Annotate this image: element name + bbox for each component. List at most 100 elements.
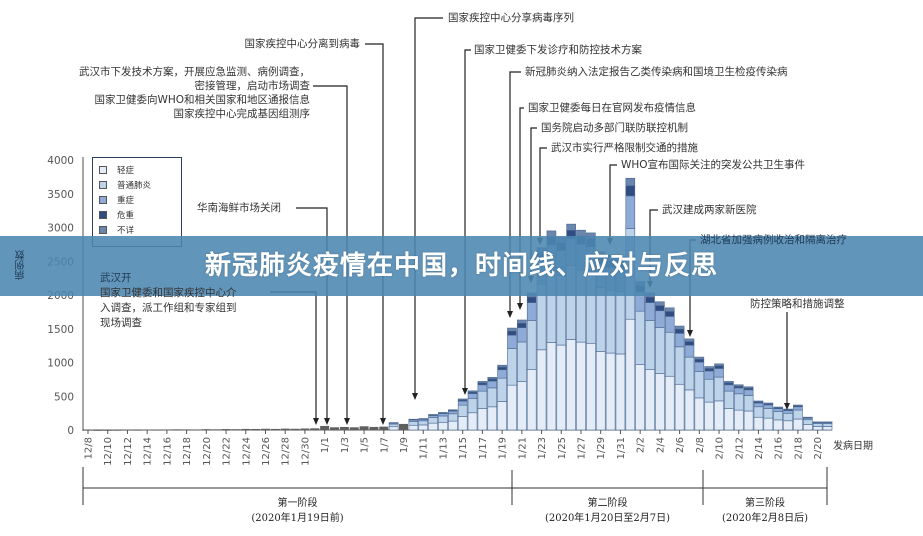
bar-segment-1/22-2: [526, 302, 537, 321]
bar-segment-1/18-1: [487, 387, 498, 408]
legend-swatch: [99, 180, 107, 189]
bar-segment-2/5-3: [664, 311, 675, 317]
bar-segment-1/31-1: [615, 291, 626, 355]
legend-item-severe: 重症: [93, 192, 181, 207]
bar-segment-2/3-1: [645, 320, 655, 371]
annotation-joint-mechanism: 国务院启动多部门联防联控机制: [541, 122, 688, 134]
bar-segment-1/6: [369, 426, 379, 430]
phase-3: 第三阶段 (2020年2月8日后): [703, 496, 827, 526]
x-tick-label: 12/20: [202, 437, 213, 466]
bar-segment-2/21-0: [822, 426, 833, 431]
bar-segment-12/16: [162, 429, 172, 431]
arrow-head-icon: [687, 330, 693, 337]
bar-segment-12/25: [251, 428, 261, 430]
bar-segment-1/14-0: [448, 420, 458, 431]
legend-label: 普通肺炎: [117, 180, 152, 191]
arrow-head-icon: [324, 418, 330, 425]
bar-segment-2/14-2: [753, 402, 764, 408]
bar-segment-2/15-0: [763, 417, 774, 431]
bar-segment-1/21-2: [517, 327, 527, 343]
bar-segment-12/28: [280, 428, 290, 430]
bar-segment-2/13-2: [743, 389, 754, 396]
annotation-leader-1/15: [464, 49, 471, 389]
bar-segment-12/17: [172, 429, 182, 431]
y-tick-label: 3000: [47, 223, 74, 235]
arrow-head-icon: [507, 311, 513, 318]
bar-segment-1/15-4: [457, 398, 468, 401]
bar-segment-2/1-0: [625, 318, 636, 431]
phase-range: (2020年1月19日前): [251, 513, 344, 524]
x-tick-label: 2/10: [715, 437, 726, 459]
annotation-wuhan-plan: 武汉市下发技术方案，开展应急监测、病例调查， 密接管理，启动市场调查 国家卫健委…: [79, 65, 310, 121]
annotation-line: 国家卫健委和国家疾控中心介: [100, 287, 237, 299]
bar-segment-12/15: [152, 429, 162, 431]
bar-segment-2/7-0: [684, 389, 695, 431]
bar-segment-1/29-0: [595, 351, 606, 431]
annotation-line: 密接管理，启动市场调查: [194, 80, 311, 92]
annotation-leader-1/30: [609, 164, 617, 239]
bar-segment-2/7-4: [684, 338, 695, 342]
legend-label: 危重: [117, 210, 135, 221]
x-tick-label: 2/4: [655, 437, 666, 453]
bar-segment-2/8-4: [694, 356, 705, 360]
bar-segment-1/14-2: [448, 410, 458, 415]
phase-name: 第一阶段: [277, 498, 318, 509]
annotation-line: 国家卫健委向WHO和相关国家和地区通报信息: [94, 94, 310, 106]
y-tick-label: 0: [67, 425, 74, 437]
annotation-share-sequence: 国家疾控中心分享病毒序列: [448, 12, 574, 24]
bar-segment-2/20-1: [812, 423, 823, 427]
banner-title: 新冠肺炎疫情在中国，时间线、应对与反思: [204, 251, 718, 281]
annotation-leader-1/22: [530, 127, 537, 277]
bar-segment-2/2-1: [635, 310, 645, 365]
x-tick-label: 12/24: [241, 437, 252, 466]
bar-segment-1/8-0: [388, 426, 399, 431]
bar-segment-2/8-3: [694, 358, 705, 363]
arrow-head-icon: [380, 418, 386, 425]
bar-segment-2/11-2: [724, 384, 734, 392]
bar-segment-1/18-3: [487, 378, 498, 382]
bar-segment-1/10-0: [408, 424, 419, 431]
x-tick-label: 2/20: [813, 437, 824, 459]
bar-segment-2/14-0: [753, 416, 764, 431]
bar-segment-2/18-0: [793, 418, 803, 431]
bar-segment-2/7-3: [684, 341, 695, 346]
annotation-traffic-restriction: 武汉市实行严格限制交通的措施: [551, 142, 698, 154]
bar-segment-1/29-1: [595, 287, 606, 352]
bar-segment-1/22-0: [526, 369, 537, 431]
x-tick-label: 1/7: [379, 437, 390, 453]
bar-segment-2/17-2: [783, 410, 793, 414]
phase-name: 第二阶段: [587, 498, 628, 509]
bar-segment-1/15-1: [457, 404, 468, 417]
bar-segment-1/18-2: [487, 380, 498, 389]
legend-item-unknown: 不详: [93, 222, 181, 237]
bar-segment-2/6-3: [674, 328, 685, 334]
annotation-leader-1/23: [539, 147, 547, 239]
bar-segment-1/15-2: [457, 400, 468, 406]
bar-segment-12/18: [182, 429, 192, 431]
bar-segment-2/9-0: [704, 401, 714, 431]
legend-item-pneumonia: 普通肺炎: [93, 177, 181, 192]
x-tick-label: 2/12: [734, 437, 745, 459]
bar-segment-1/26-0: [566, 339, 576, 431]
bar-segment-2/18-2: [793, 406, 803, 411]
y-tick-label: 500: [54, 391, 74, 403]
bar-segment-1/5: [359, 426, 369, 430]
bar-segment-1/28-0: [586, 342, 596, 431]
bar-segment-12/21: [211, 429, 221, 431]
arrow-head-icon: [313, 418, 319, 425]
annotation-leader-12/31: [270, 291, 317, 419]
annotation-line: 现场调查: [100, 317, 142, 329]
bar-segment-2/8-2: [694, 361, 705, 372]
legend-swatch: [99, 195, 107, 204]
y-tick-label: 4000: [47, 155, 74, 167]
bar-segment-1/25-0: [556, 344, 567, 431]
bar-segment-12/9: [93, 429, 103, 431]
x-tick-label: 1/3: [340, 437, 351, 453]
bar-segment-2/11-4: [724, 381, 734, 384]
bar-segment-2/4-0: [655, 373, 665, 431]
bar-segment-12/19: [191, 429, 201, 431]
bar-segment-2/4-3: [655, 305, 665, 312]
bar-segment-2/5-2: [664, 316, 675, 333]
bar-segment-2/18-4: [793, 404, 803, 407]
